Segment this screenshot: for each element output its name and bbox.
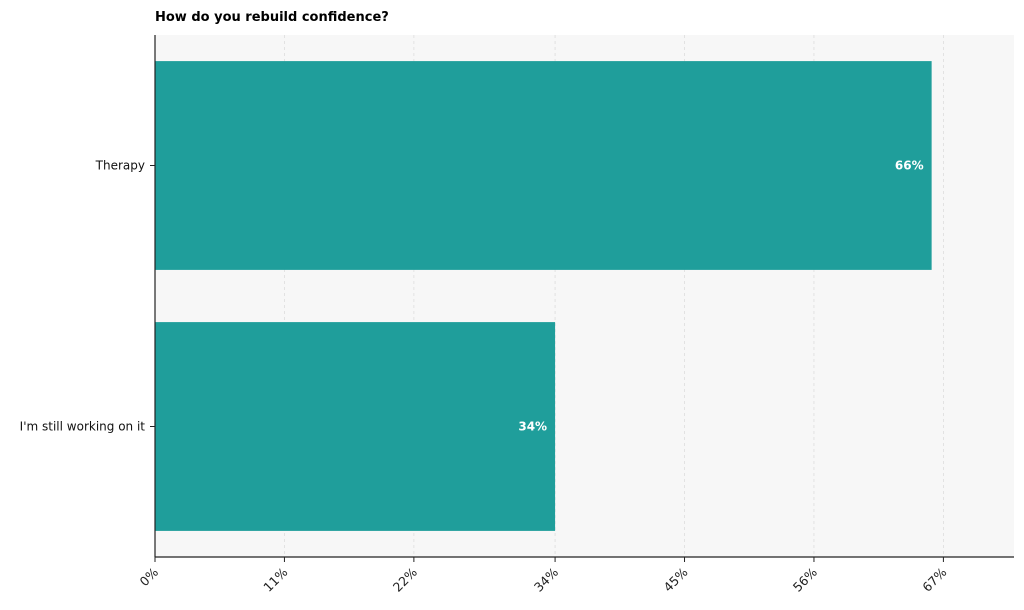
- data-label: 34%: [518, 420, 547, 434]
- data-label: 66%: [895, 159, 924, 173]
- y-tick-label: Therapy: [95, 159, 145, 173]
- x-tick-label: 45%: [660, 564, 690, 594]
- x-tick-label: 11%: [260, 564, 290, 594]
- x-tick-label: 0%: [136, 564, 161, 589]
- axes: [154, 35, 1014, 558]
- x-tick-label: 22%: [390, 564, 420, 594]
- y-tick-label: I'm still working on it: [20, 420, 146, 434]
- x-tick-label: 34%: [531, 564, 561, 594]
- y-axis-ticks: Therapy I'm still working on it: [20, 159, 155, 434]
- x-tick-label: 56%: [790, 564, 820, 594]
- x-tick-label: 67%: [919, 564, 949, 594]
- bar: [155, 61, 932, 270]
- chart-title: How do you rebuild confidence?: [155, 10, 389, 25]
- bars: 66% 34%: [155, 61, 932, 531]
- bar: [155, 322, 556, 531]
- x-axis-ticks: 0% 11% 22% 34% 45% 56% 67%: [136, 557, 950, 595]
